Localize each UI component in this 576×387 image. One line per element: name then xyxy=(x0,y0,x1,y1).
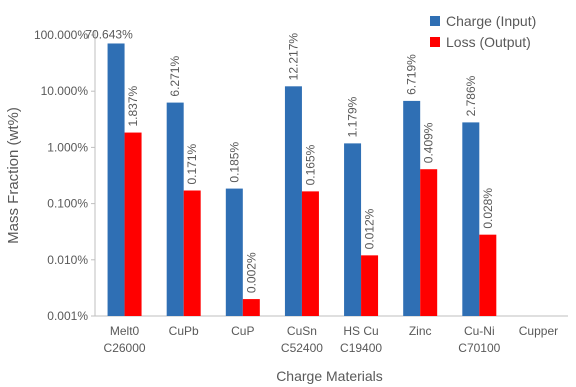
bar-loss xyxy=(301,191,319,316)
data-label: 0.185% xyxy=(227,142,241,183)
bar-charge xyxy=(284,86,302,316)
bar-loss xyxy=(183,190,201,316)
data-label: 1.179% xyxy=(346,96,360,137)
x-tick-label: Cupper xyxy=(519,324,558,338)
x-tick-label: C26000 xyxy=(104,341,146,355)
x-tick-label: Cu-Ni xyxy=(464,324,495,338)
y-tick-label: 100.000% xyxy=(34,28,88,42)
y-axis-title: Mass Fraction (wt%) xyxy=(5,107,22,244)
legend-swatch xyxy=(430,37,440,47)
x-tick-label: CuSn xyxy=(287,324,317,338)
x-tick-label: HS Cu xyxy=(343,324,378,338)
data-label: 70.643% xyxy=(85,27,133,41)
data-label: 0.409% xyxy=(422,122,436,163)
y-tick-label: 1.000% xyxy=(47,140,88,154)
y-tick-label: 0.100% xyxy=(47,197,88,211)
x-tick-label: C52400 xyxy=(281,341,323,355)
data-label: 0.165% xyxy=(303,144,317,185)
x-axis-title: Charge Materials xyxy=(276,368,383,384)
bar-charge xyxy=(107,43,125,317)
data-label: 6.719% xyxy=(405,54,419,95)
legend-swatch xyxy=(430,16,440,26)
bar-charge xyxy=(344,143,362,316)
bar-loss xyxy=(361,255,379,316)
bar-loss xyxy=(124,132,142,316)
data-label: 2.786% xyxy=(464,75,478,116)
data-label: 0.012% xyxy=(363,208,377,249)
bar-loss xyxy=(420,169,438,316)
data-label: 0.171% xyxy=(185,143,199,184)
y-tick-label: 10.000% xyxy=(41,84,89,98)
bar-charge xyxy=(403,100,421,316)
data-label: 0.028% xyxy=(481,188,495,229)
legend-label: Loss (Output) xyxy=(446,34,531,50)
bar-charge xyxy=(166,102,184,317)
y-tick-label: 0.010% xyxy=(47,253,88,267)
legend-label: Charge (Input) xyxy=(446,13,536,29)
x-tick-label: Zinc xyxy=(409,324,432,338)
bar-loss xyxy=(479,234,497,316)
data-label: 12.217% xyxy=(286,33,300,81)
bar-charge xyxy=(225,188,243,316)
data-label: 6.271% xyxy=(168,56,182,97)
bar-charge xyxy=(462,122,480,316)
x-tick-label: C19400 xyxy=(340,341,382,355)
data-label: 1.837% xyxy=(126,86,140,127)
x-tick-label: C70100 xyxy=(458,341,500,355)
x-tick-label: CuPb xyxy=(169,324,199,338)
y-tick-label: 0.001% xyxy=(47,309,88,323)
x-tick-label: CuP xyxy=(231,324,254,338)
bar-loss xyxy=(242,299,260,316)
x-tick-label: Melt0 xyxy=(110,324,140,338)
data-label: 0.002% xyxy=(244,252,258,293)
